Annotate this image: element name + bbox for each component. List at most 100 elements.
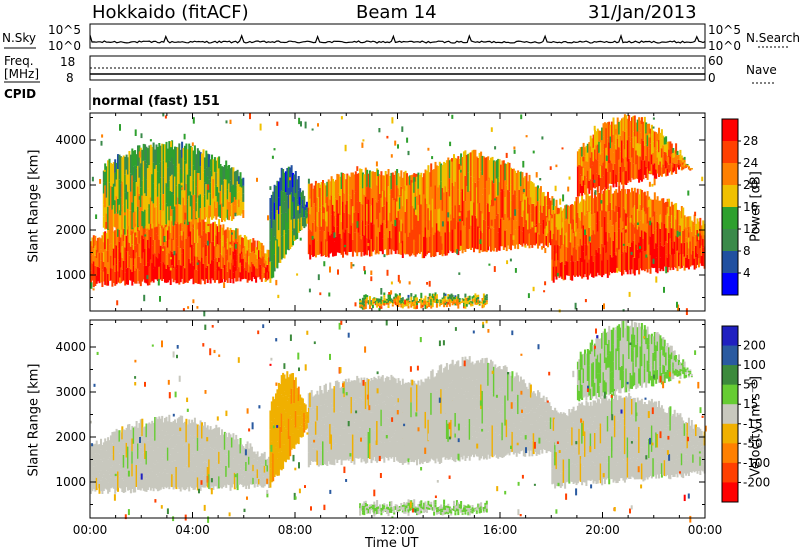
echo-cell xyxy=(112,205,115,227)
echo-cell xyxy=(614,128,617,135)
echo-cell xyxy=(198,150,201,173)
echo-cell xyxy=(221,429,224,449)
echo-cell xyxy=(448,402,451,422)
echo-cell xyxy=(384,302,387,305)
echo-cell xyxy=(551,239,554,260)
echo-cell xyxy=(606,138,609,156)
echo-cell xyxy=(673,241,676,255)
echo-cell xyxy=(209,243,212,264)
echo-cell xyxy=(448,383,451,403)
echo-cell xyxy=(438,185,441,209)
echo-cell xyxy=(363,433,366,462)
echo-cell xyxy=(401,297,404,300)
echo-cell xyxy=(258,468,261,474)
echo-cell xyxy=(400,243,403,255)
echo-cell xyxy=(376,421,379,442)
echo-cell xyxy=(662,222,665,247)
echo-cell xyxy=(408,300,411,302)
echo-cell xyxy=(639,120,642,133)
echo-cell xyxy=(613,231,616,253)
echo-cell xyxy=(638,117,641,131)
echo-cell xyxy=(202,450,205,463)
echo-cell xyxy=(437,299,440,301)
echo-cell xyxy=(603,216,606,246)
echo-cell xyxy=(695,257,698,269)
echo-cell xyxy=(650,164,653,175)
echo-cell xyxy=(683,156,686,160)
echo-cell xyxy=(512,393,515,409)
echo-cell xyxy=(487,156,490,180)
echo-cell xyxy=(666,201,669,207)
echo-cell xyxy=(697,221,700,231)
echo-cell xyxy=(652,153,655,165)
echo-cell xyxy=(534,413,537,433)
echo-cell xyxy=(236,268,239,282)
echo-cell xyxy=(480,433,483,459)
echo-cell xyxy=(428,420,431,441)
echo-cell xyxy=(191,142,194,147)
echo-cell xyxy=(389,426,392,442)
echo-cell xyxy=(134,233,137,246)
echo-cell xyxy=(138,151,141,158)
echo-cell xyxy=(682,207,685,220)
echo-cell xyxy=(129,210,132,229)
echo-cell xyxy=(605,168,608,190)
echo-cell xyxy=(663,286,665,293)
echo-cell xyxy=(361,300,364,303)
echo-cell xyxy=(541,192,544,203)
echo-cell xyxy=(511,194,514,220)
echo-cell xyxy=(191,171,194,196)
echo-cell xyxy=(282,169,285,192)
echo-cell xyxy=(433,300,436,303)
echo-cell xyxy=(366,169,369,187)
echo-cell xyxy=(635,136,638,151)
echo-cell xyxy=(317,437,320,453)
echo-cell xyxy=(218,439,221,452)
echo-cell xyxy=(663,224,666,246)
echo-cell xyxy=(362,139,365,142)
echo-cell xyxy=(471,215,474,248)
echo-cell xyxy=(528,189,531,205)
echo-cell xyxy=(203,435,206,449)
echo-cell xyxy=(670,215,673,229)
echo-cell xyxy=(548,402,551,412)
echo-cell xyxy=(596,252,599,273)
echo-cell xyxy=(273,438,276,458)
echo-cell xyxy=(211,429,214,449)
echo-cell xyxy=(189,423,192,436)
echo-cell xyxy=(265,478,268,485)
echo-cell xyxy=(535,224,538,244)
echo-cell xyxy=(226,238,229,250)
echo-cell xyxy=(122,221,125,242)
echo-cell xyxy=(301,217,304,227)
echo-cell xyxy=(501,440,504,458)
echo-cell xyxy=(449,214,452,220)
echo-cell xyxy=(413,387,416,403)
echo-cell xyxy=(609,172,612,184)
echo-cell xyxy=(114,478,117,494)
echo-cell xyxy=(240,187,243,197)
echo-cell xyxy=(554,206,557,217)
echo-cell xyxy=(117,184,120,199)
echo-cell xyxy=(379,213,382,232)
echo-cell xyxy=(192,209,195,225)
echo-cell xyxy=(169,161,172,177)
echo-cell xyxy=(122,260,125,281)
echo-cell xyxy=(342,229,345,258)
echo-cell xyxy=(249,252,252,267)
echo-cell xyxy=(95,214,98,219)
echo-cell xyxy=(186,424,189,441)
echo-cell xyxy=(485,228,488,253)
echo-cell xyxy=(156,212,159,236)
echo-cell xyxy=(189,435,192,449)
echo-cell xyxy=(403,172,406,198)
echo-cell xyxy=(693,258,696,270)
echo-cell xyxy=(304,210,307,216)
echo-cell xyxy=(566,416,569,430)
echo-cell xyxy=(537,217,540,233)
echo-cell xyxy=(649,217,652,237)
echo-cell xyxy=(539,432,542,450)
echo-cell xyxy=(481,298,484,302)
echo-cell xyxy=(152,422,155,437)
